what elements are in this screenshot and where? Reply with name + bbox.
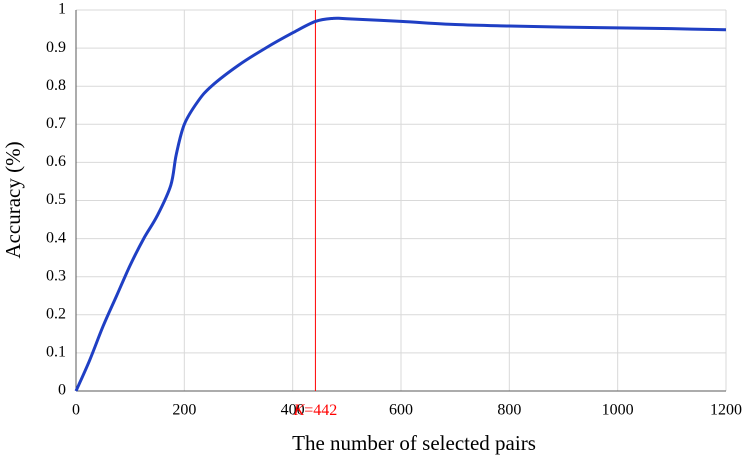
y-tick-label: 0.4: [46, 229, 66, 246]
y-tick-label: 0.1: [46, 344, 66, 361]
y-tick-label: 0.5: [46, 191, 66, 208]
y-axis-title: Accuracy (%): [1, 141, 25, 258]
x-tick-label: 1200: [710, 402, 742, 419]
marker-label-part: K: [293, 402, 306, 419]
y-tick-label: 0.9: [46, 39, 66, 56]
y-tick-label: 0.7: [46, 115, 66, 132]
marker-label-part: =442: [304, 402, 337, 419]
y-tick-label: 0.8: [46, 77, 66, 94]
y-tick-label: 0.3: [46, 267, 66, 284]
y-tick-label: 0.6: [46, 153, 66, 170]
x-tick-label: 400: [281, 402, 305, 419]
y-tick-label: 0: [58, 382, 66, 399]
y-tick-label: 0.2: [46, 305, 66, 322]
marker-label: K=442: [293, 402, 338, 419]
x-axis-title: The number of selected pairs: [292, 431, 536, 455]
x-tick-label: 1000: [602, 402, 634, 419]
x-tick-label: 800: [497, 402, 521, 419]
x-tick-label: 0: [72, 402, 80, 419]
data-line: [74, 16, 727, 392]
x-tick-label: 600: [389, 402, 413, 419]
y-tick-label: 1: [58, 1, 66, 18]
x-tick-label: 200: [172, 402, 196, 419]
